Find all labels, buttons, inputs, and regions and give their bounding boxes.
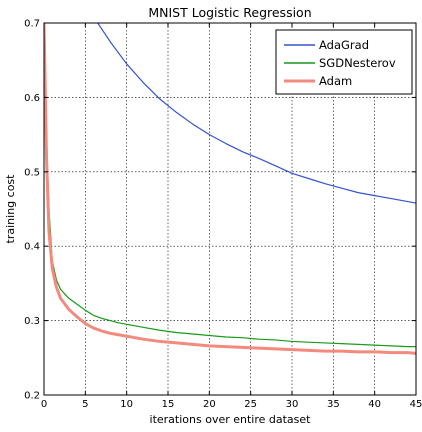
axis-ticks: 0 5 10 15 20 25 30 35 40 45 0.2 0.3 0.4 0.5 0.6 0.7: [24, 19, 422, 411]
y-tick-label: 0.5: [24, 167, 40, 178]
x-tick-label: 30: [286, 399, 299, 410]
x-tick-label: 45: [410, 399, 422, 410]
y-tick-label: 0.7: [24, 19, 40, 30]
legend-box: [275, 29, 413, 95]
chart-title: MNIST Logistic Regression: [148, 5, 311, 20]
x-tick-label: 35: [327, 399, 340, 410]
series-line-sgdnesterov: [44, 23, 416, 348]
legend-label-adam: Adam: [319, 74, 352, 88]
y-axis-label: training cost: [4, 174, 17, 244]
series-line-adam: [44, 23, 416, 355]
y-tick-label: 0.6: [24, 93, 40, 104]
plot-frame: [43, 22, 417, 396]
legend-label-adagrad: AdaGrad: [319, 38, 369, 52]
legend-entry-adagrad: AdaGrad: [284, 38, 369, 52]
legend-entry-adam: Adam: [284, 74, 352, 88]
x-tick-label: 25: [244, 399, 257, 410]
x-tick-label: 5: [82, 399, 88, 410]
legend-entry-sgdnesterov: SGDNesterov: [284, 56, 396, 70]
series-lines: [44, 23, 416, 355]
legend-label-sgdnesterov: SGDNesterov: [319, 56, 396, 70]
x-tick-label: 10: [120, 399, 133, 410]
y-tick-label: 0.4: [24, 242, 40, 253]
x-axis-label: iterations over entire dataset: [150, 413, 312, 426]
legend: AdaGrad SGDNesterov Adam: [275, 29, 413, 95]
x-tick-label: 20: [203, 399, 216, 410]
y-tick-label: 0.2: [24, 391, 40, 402]
x-tick-label: 40: [368, 399, 381, 410]
series-line-adagrad: [97, 23, 416, 204]
x-tick-label: 0: [41, 399, 47, 410]
y-tick-label: 0.3: [24, 316, 40, 327]
x-tick-label: 15: [162, 399, 175, 410]
